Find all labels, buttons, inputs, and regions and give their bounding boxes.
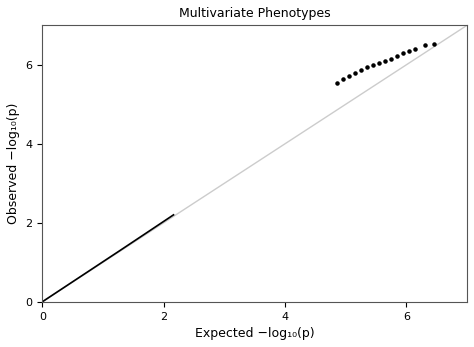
Point [387, 56, 395, 62]
Point [382, 58, 389, 64]
Point [333, 80, 340, 85]
Point [400, 50, 407, 56]
Point [369, 62, 377, 68]
Point [421, 42, 428, 48]
Point [363, 64, 371, 69]
Point [345, 73, 353, 79]
Point [430, 41, 438, 47]
Point [412, 46, 419, 52]
X-axis label: Expected −log₁₀(p): Expected −log₁₀(p) [195, 327, 315, 340]
Point [406, 48, 413, 54]
Point [351, 70, 359, 75]
Title: Multivariate Phenotypes: Multivariate Phenotypes [179, 7, 330, 20]
Y-axis label: Observed −log₁₀(p): Observed −log₁₀(p) [7, 103, 20, 224]
Point [357, 67, 365, 72]
Point [339, 76, 346, 82]
Point [375, 60, 383, 66]
Point [393, 53, 401, 59]
